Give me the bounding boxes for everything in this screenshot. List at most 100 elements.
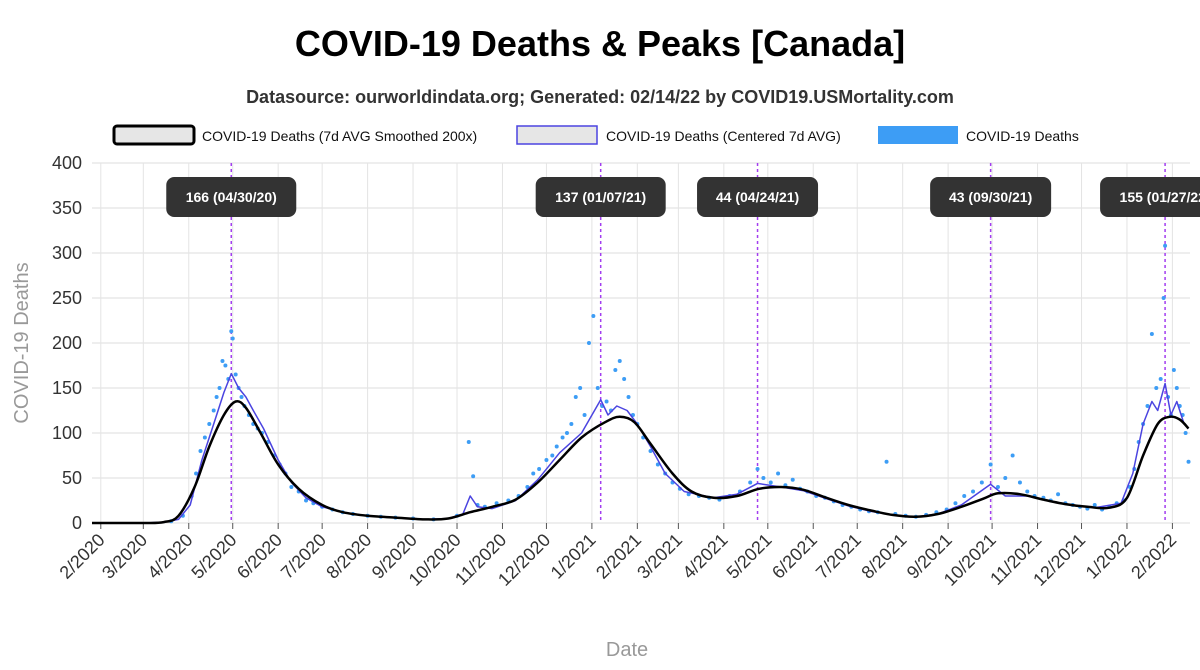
deaths-dot (1003, 476, 1008, 480)
peak-label-box (166, 177, 297, 217)
legend-label-centered: COVID-19 Deaths (Centered 7d AVG) (606, 128, 841, 144)
y-tick-label: 250 (52, 288, 82, 308)
peak-label: 155 (01/27/22) (1120, 189, 1200, 205)
deaths-dot (586, 341, 591, 345)
deaths-dot (995, 485, 1000, 489)
deaths-dot (755, 467, 760, 471)
deaths-dot (761, 476, 766, 480)
deaths-dot (1010, 453, 1015, 458)
y-tick-label: 100 (52, 423, 82, 443)
y-tick-label: 0 (72, 513, 82, 533)
deaths-dot (953, 501, 958, 506)
y-tick-label: 150 (52, 378, 82, 398)
deaths-dot (471, 474, 476, 479)
y-tick-label: 50 (62, 468, 82, 488)
y-tick-label: 300 (52, 243, 82, 263)
deaths-dot (289, 485, 294, 489)
peak-label: 43 (09/30/21) (949, 189, 1032, 205)
deaths-dot (1154, 386, 1159, 390)
deaths-dot (604, 399, 609, 404)
peak-label-box (1100, 177, 1200, 217)
deaths-dot (1145, 404, 1150, 408)
deaths-dot (229, 329, 234, 334)
deaths-dot (550, 453, 555, 458)
deaths-dot (223, 363, 228, 368)
deaths-dot (220, 359, 225, 363)
x-tick-label: 4/2021 (679, 530, 732, 583)
deaths-dot (466, 440, 471, 444)
deaths-dot (748, 480, 753, 485)
peak-label: 44 (04/24/21) (716, 189, 799, 205)
deaths-dot (554, 444, 559, 449)
deaths-dot (1161, 296, 1166, 300)
deaths-dot (1186, 459, 1191, 464)
deaths-dot (537, 467, 542, 471)
x-axis-ticks: 2/20203/20204/20205/20206/20207/20208/20… (56, 523, 1180, 590)
legend-label-smoothed: COVID-19 Deaths (7d AVG Smoothed 200x) (202, 128, 477, 144)
deaths-dot (582, 413, 587, 417)
deaths-dot (626, 395, 631, 399)
deaths-dot (211, 408, 216, 413)
x-tick-label: 7/2020 (277, 530, 330, 583)
deaths-dot (988, 462, 993, 467)
x-tick-label: 8/2020 (322, 530, 375, 583)
deaths-dot (194, 471, 199, 476)
deaths-dot (1025, 489, 1030, 494)
deaths-dot (207, 422, 212, 426)
x-tick-label: 3/2021 (633, 530, 686, 583)
chart-title: COVID-19 Deaths & Peaks [Canada] (295, 23, 905, 64)
deaths-dot (202, 435, 207, 440)
deaths-dot (544, 458, 549, 462)
deaths-dot (617, 359, 622, 363)
peak-label: 166 (04/30/20) (186, 189, 277, 205)
x-tick-label: 3/2020 (98, 530, 151, 583)
y-axis-ticks: 0 50 100 150 200 250 300 350 400 (52, 153, 82, 533)
x-tick-label: 6/2020 (233, 530, 286, 583)
x-axis-title: Date (606, 639, 648, 661)
deaths-dot (304, 498, 309, 503)
peak-label-box (535, 177, 666, 217)
deaths-dot (591, 314, 596, 318)
legend: COVID-19 Deaths (7d AVG Smoothed 200x) C… (112, 124, 1079, 146)
x-tick-label: 2/2020 (56, 530, 109, 583)
deaths-dot (1056, 492, 1061, 497)
y-tick-label: 400 (52, 153, 82, 173)
chart-subtitle: Datasource: ourworldindata.org; Generate… (246, 87, 954, 107)
deaths-dot (1163, 243, 1168, 248)
peak-labels: 166 (04/30/20) 137 (01/07/21) 44 (04/24/21… (166, 177, 1200, 217)
x-tick-label: 5/2020 (187, 530, 240, 583)
x-tick-label: 2/2022 (1127, 530, 1180, 583)
deaths-dot (564, 431, 569, 435)
x-tick-label: 5/2021 (723, 530, 776, 583)
y-tick-label: 350 (52, 198, 82, 218)
deaths-dot (578, 386, 583, 390)
deaths-dot (239, 395, 244, 399)
deaths-dot (1017, 480, 1022, 485)
legend-label-deaths: COVID-19 Deaths (966, 128, 1079, 144)
deaths-dot (233, 372, 238, 377)
peak-label-box (930, 177, 1052, 217)
deaths-dot (1183, 431, 1188, 435)
deaths-dot (595, 386, 600, 390)
deaths-dot (1174, 386, 1179, 390)
deaths-dot (648, 449, 653, 453)
deaths-dot (531, 471, 536, 476)
peak-label-box (697, 177, 819, 217)
x-tick-label: 8/2021 (857, 530, 910, 583)
x-tick-label: 1/2021 (547, 530, 600, 583)
deaths-dot (979, 480, 984, 485)
deaths-dot (655, 462, 660, 467)
deaths-dot (884, 459, 889, 464)
x-tick-label: 6/2021 (768, 530, 821, 583)
deaths-dot (790, 477, 795, 482)
deaths-dot (1158, 377, 1163, 381)
deaths-dot (768, 480, 773, 485)
y-tick-label: 200 (52, 333, 82, 353)
x-tick-label: 4/2020 (144, 530, 197, 583)
series-lines (91, 372, 1190, 525)
deaths-dot (214, 395, 219, 399)
x-tick-label: 1/2022 (1082, 530, 1135, 583)
y-axis-title: COVID-19 Deaths (11, 262, 33, 423)
deaths-dot (613, 368, 618, 372)
